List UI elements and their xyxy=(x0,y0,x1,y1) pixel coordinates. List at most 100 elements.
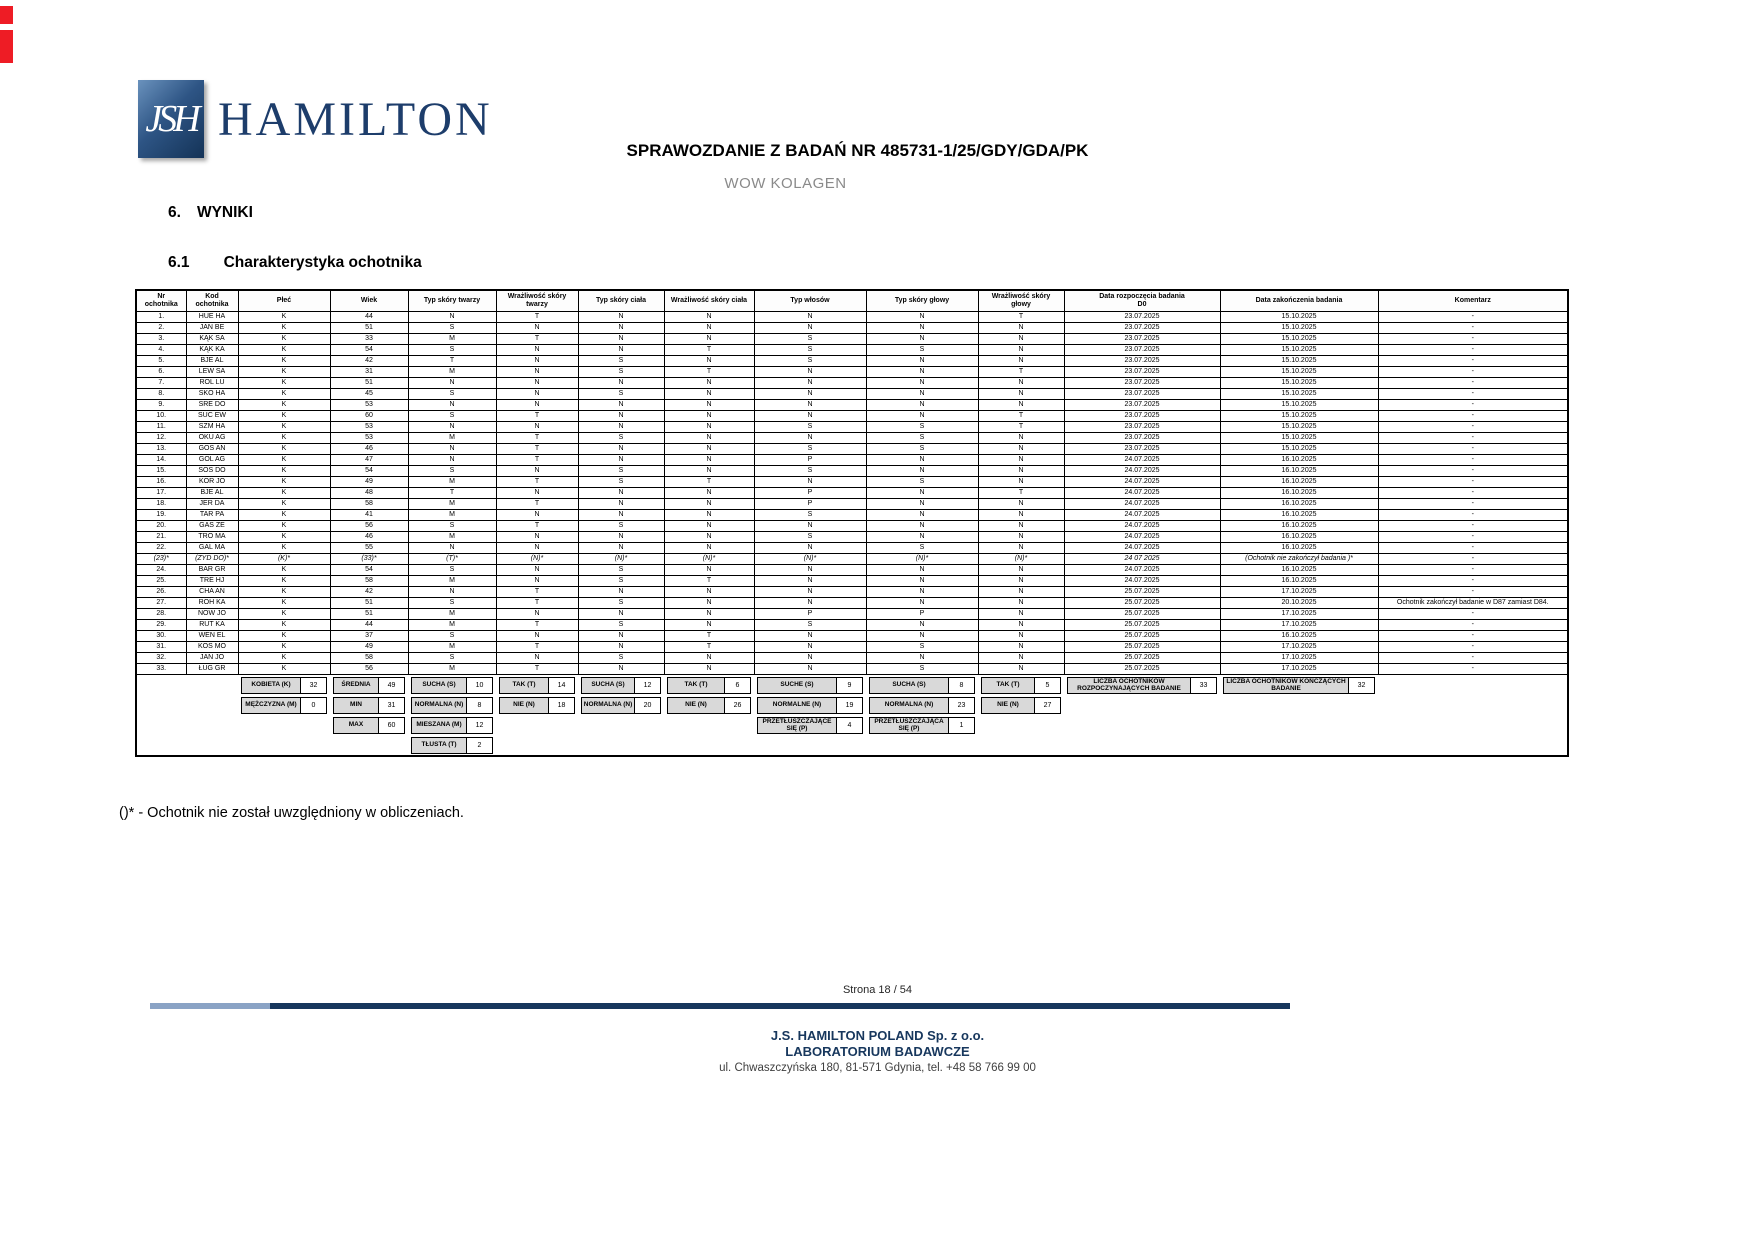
table-row: 9. SRE DO K 53 N N N N N N N 23.07.2025 15.10.2025- xyxy=(135,399,1569,411)
table-cell: 22. xyxy=(135,542,187,554)
table-row: 6. LEW SA K 31 M N S T N N T 23.07.2025 15.10.2025- xyxy=(135,366,1569,378)
table-cell: M xyxy=(407,531,497,543)
table-cell: S xyxy=(865,443,979,455)
table-cell: N xyxy=(663,377,755,389)
table-cell: 53 xyxy=(329,399,409,411)
table-cell: M xyxy=(407,333,497,345)
table-cell: 16.10.2025 xyxy=(1219,575,1379,587)
table-cell: - xyxy=(1377,608,1569,620)
table-cell: K xyxy=(237,619,331,631)
summary-value: 12 xyxy=(635,677,661,694)
table-cell: N xyxy=(753,399,867,411)
summary-value: 2 xyxy=(467,737,493,754)
table-cell: 17.10.2025 xyxy=(1219,641,1379,653)
summary-row: KOBIETA (K) 32 ŚREDNIA 49 SUCHA (S) 10 TAK (T)… xyxy=(136,674,1568,695)
table-cell: N xyxy=(663,322,755,334)
table-cell: N xyxy=(407,377,497,389)
summary-pair: NORMALNA (N) 20 xyxy=(581,697,661,714)
table-cell: - xyxy=(1377,399,1569,411)
table-cell: N xyxy=(865,619,979,631)
summary-cell: NORMALNA (N) 23 xyxy=(866,695,978,715)
table-cell: N xyxy=(407,542,497,554)
table-cell: 8. xyxy=(135,388,187,400)
summary-cell xyxy=(578,735,664,756)
table-cell: GAL MA xyxy=(185,542,239,554)
table-cell: 25.07.2025 xyxy=(1063,608,1221,620)
table-cell: 7. xyxy=(135,377,187,389)
table-cell: 51 xyxy=(329,597,409,609)
table-cell: (N)* xyxy=(495,553,579,565)
summary-cell: MAX 60 xyxy=(330,715,408,735)
table-cell: N xyxy=(495,344,579,356)
table-cell: S xyxy=(577,597,665,609)
table-row: 19. TAR PA K 41 M N N N S N N 24.07.2025 16.10.2025- xyxy=(135,509,1569,521)
table-cell: 60 xyxy=(329,410,409,422)
table-cell: N xyxy=(977,465,1065,477)
summary-label: NIE (N) xyxy=(499,697,549,714)
table-cell: 47 xyxy=(329,454,409,466)
table-cell: 58 xyxy=(329,498,409,510)
table-cell: S xyxy=(577,388,665,400)
table-cell: 24.07.2025 xyxy=(1063,564,1221,576)
summary-label: MIESZANA (M) xyxy=(411,717,467,734)
table-cell: S xyxy=(577,366,665,378)
table-cell: 17.10.2025 xyxy=(1219,663,1379,675)
summary-cell xyxy=(578,715,664,735)
summary-label: NORMALNA (N) xyxy=(411,697,467,714)
table-cell: S xyxy=(865,421,979,433)
table-cell: 33 xyxy=(329,333,409,345)
table-cell: 23.07.2025 xyxy=(1063,333,1221,345)
table-cell: N xyxy=(753,586,867,598)
table-cell: BAR GR xyxy=(185,564,239,576)
table-cell: 25.07.2025 xyxy=(1063,630,1221,642)
table-cell: N xyxy=(577,630,665,642)
table-cell: - xyxy=(1377,542,1569,554)
table-cell: 15.10.2025 xyxy=(1219,421,1379,433)
summary-cell: TAK (T) 6 xyxy=(664,674,754,695)
summary-cell: NIE (N) 26 xyxy=(664,695,754,715)
summary-pair: MIN 31 xyxy=(333,697,405,714)
table-cell: N xyxy=(865,366,979,378)
table-cell: K xyxy=(237,333,331,345)
table-cell: N xyxy=(663,355,755,367)
table-cell: P xyxy=(753,454,867,466)
table-cell: N xyxy=(663,663,755,675)
table-cell: N xyxy=(577,311,665,323)
table-cell: T xyxy=(495,619,579,631)
summary-cell: NORMALNE (N) 19 xyxy=(754,695,866,715)
table-cell: K xyxy=(237,597,331,609)
table-cell: K xyxy=(237,630,331,642)
table-cell: 24.07.2025 xyxy=(1063,498,1221,510)
table-cell: 16.10.2025 xyxy=(1219,487,1379,499)
table-cell: N xyxy=(753,652,867,664)
table-cell: 14. xyxy=(135,454,187,466)
column-header: Wrażliwość skóry głowy xyxy=(977,289,1065,312)
table-cell: 17.10.2025 xyxy=(1219,652,1379,664)
table-cell: T xyxy=(977,421,1065,433)
summary-label: TAK (T) xyxy=(667,677,725,694)
table-cell: N xyxy=(663,498,755,510)
summary-label: MIN xyxy=(333,697,379,714)
summary-pair: TAK (T) 14 xyxy=(499,677,575,694)
table-cell: GAS ZE xyxy=(185,520,239,532)
table-cell: 56 xyxy=(329,663,409,675)
table-cell: 24.07.2025 xyxy=(1063,575,1221,587)
summary-cell xyxy=(186,715,238,735)
table-cell: 20. xyxy=(135,520,187,532)
table-cell: HUE HA xyxy=(185,311,239,323)
table-cell: TRO MA xyxy=(185,531,239,543)
table-cell: 46 xyxy=(329,443,409,455)
table-cell: 45 xyxy=(329,388,409,400)
table-cell: - xyxy=(1377,443,1569,455)
table-cell: K xyxy=(237,586,331,598)
table-row: 5. BJE AL K 42 T N S N S N N 23.07.2025 15.10.2025- xyxy=(135,355,1569,367)
table-cell: N xyxy=(577,586,665,598)
summary-pair: MĘŻCZYZNA (M) 0 xyxy=(241,697,327,714)
table-cell: N xyxy=(495,509,579,521)
summary-value: 31 xyxy=(379,697,405,714)
summary-value: 49 xyxy=(379,677,405,694)
table-cell: 31 xyxy=(329,366,409,378)
table-cell: N xyxy=(577,531,665,543)
table-cell: ROL LU xyxy=(185,377,239,389)
table-cell: SKO HA xyxy=(185,388,239,400)
